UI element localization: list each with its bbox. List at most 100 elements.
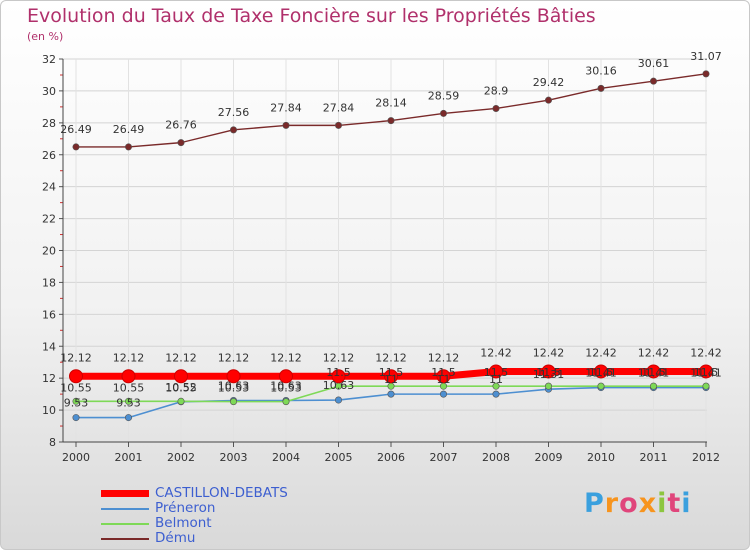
x-tick-label-2004: 2004 (272, 451, 300, 464)
data-label-castillon-debats-2004: 12.12 (270, 351, 302, 364)
point-belmont-2000 (72, 397, 80, 405)
legend-label-castillon-debats: CASTILLON-DEBATS (155, 485, 288, 501)
data-label-belmont-2011: 11.5 (641, 366, 666, 379)
y-tick-label-30: 30 (42, 85, 56, 98)
legend-swatch-castillon-debats (101, 490, 149, 497)
point-castillon-debats-2002 (174, 369, 188, 384)
proxiti-logo: Proxiti (584, 488, 692, 519)
point-belmont-2003 (230, 398, 238, 406)
point-castillon-debats-2012 (699, 364, 713, 379)
data-label-preneron-2007: 11 (437, 373, 451, 386)
point-castillon-debats-2006 (384, 369, 398, 384)
data-label-preneron-2004: 10.63 (270, 380, 302, 393)
point-belmont-2010 (597, 382, 605, 390)
point-demu-2010 (597, 84, 605, 92)
point-belmont-2011 (649, 382, 657, 390)
data-label-demu-2007: 28.59 (428, 89, 460, 102)
point-demu-2001 (125, 143, 133, 151)
point-preneron-2008 (492, 390, 500, 398)
point-castillon-debats-2000 (69, 369, 83, 384)
point-belmont-2012 (702, 382, 710, 390)
x-tick-label-2003: 2003 (220, 451, 248, 464)
x-tick-label-2000: 2000 (62, 451, 90, 464)
data-label-belmont-2012: 11.5 (694, 366, 719, 379)
data-label-castillon-debats-2003: 12.12 (218, 351, 250, 364)
legend-item-belmont: Belmont (101, 516, 288, 531)
data-label-demu-2006: 28.14 (375, 97, 407, 110)
data-label-preneron-2011: 11.41 (638, 367, 670, 380)
point-castillon-debats-2004 (279, 369, 293, 384)
x-tick-label-2010: 2010 (587, 451, 615, 464)
series-layer (69, 70, 713, 422)
y-tick-label-16: 16 (42, 308, 56, 321)
data-label-castillon-debats-2008: 12.42 (480, 346, 512, 359)
legend-label-demu: Dému (155, 530, 196, 546)
point-demu-2000 (72, 143, 80, 151)
point-demu-2005 (334, 121, 342, 129)
legend-swatch-demu (101, 537, 149, 540)
y-tick-label-18: 18 (42, 276, 56, 289)
logo-letter: i (657, 488, 668, 519)
legend-label-belmont: Belmont (155, 515, 212, 531)
point-demu-2011 (649, 77, 657, 85)
point-castillon-debats-2011 (646, 364, 661, 379)
y-tick-label-14: 14 (42, 340, 56, 353)
data-label-castillon-debats-2001: 12.12 (113, 351, 145, 364)
x-tick-label-2012: 2012 (692, 451, 720, 464)
point-preneron-2006 (387, 390, 395, 398)
data-labels: 26.49 26.49 26.76 27.56 27.84 27.84 28.14 28.59… (60, 50, 722, 410)
x-tick-label-2002: 2002 (167, 451, 195, 464)
point-demu-2007 (439, 109, 447, 117)
data-label-castillon-debats-2009: 12.42 (533, 346, 565, 359)
data-label-demu-2001: 26.49 (113, 123, 145, 136)
data-label-belmont-2008: 11.5 (484, 366, 509, 379)
legend-item-preneron: Préneron (101, 501, 288, 516)
point-castillon-debats-2009 (541, 364, 556, 379)
point-belmont-2008 (492, 382, 500, 390)
chart-title: Evolution du Taux de Taxe Foncière sur l… (27, 5, 596, 27)
data-label-preneron-2002: 10.52 (165, 381, 197, 394)
point-demu-2008 (492, 104, 500, 112)
y-tick-label-28: 28 (42, 117, 56, 130)
data-label-preneron-2008: 11 (489, 373, 503, 386)
data-label-preneron-2010: 11.41 (585, 367, 617, 380)
data-label-castillon-debats-2000: 12.12 (60, 351, 92, 364)
x-tick-label-2011: 2011 (640, 451, 668, 464)
point-preneron-2001 (125, 414, 133, 422)
point-castillon-debats-2008 (489, 364, 503, 379)
x-tick-label-2009: 2009 (535, 451, 563, 464)
data-label-preneron-2009: 11.31 (533, 368, 565, 381)
point-demu-2009 (544, 96, 552, 104)
y-tick-label-24: 24 (42, 181, 56, 194)
data-label-castillon-debats-2007: 12.12 (428, 351, 460, 364)
axes: 8 10 12 14 16 18 20 22 24 26 28 30 32 2000 2001 2002 200… (42, 53, 720, 464)
legend-swatch-preneron (101, 507, 149, 510)
point-demu-2003 (230, 126, 238, 134)
data-label-demu-2011: 30.61 (638, 57, 670, 70)
y-tick-label-12: 12 (42, 372, 56, 385)
data-label-demu-2002: 26.76 (165, 119, 197, 132)
y-tick-label-26: 26 (42, 149, 56, 162)
data-label-demu-2010: 30.16 (585, 64, 617, 77)
x-tick-label-2007: 2007 (430, 451, 458, 464)
data-label-demu-2008: 28.9 (484, 84, 509, 97)
point-castillon-debats-2001 (121, 369, 136, 384)
data-label-preneron-2003: 10.63 (218, 380, 250, 393)
point-belmont-2004 (282, 398, 290, 406)
logo-letter: i (681, 488, 692, 519)
data-label-castillon-debats-2010: 12.42 (585, 346, 617, 359)
y-axis-unit-label: (en %) (27, 30, 64, 43)
data-label-castillon-debats-2011: 12.42 (638, 346, 670, 359)
data-label-belmont-2005: 11.5 (326, 366, 351, 379)
legend: CASTILLON-DEBATS Préneron Belmont Dému (101, 486, 288, 546)
data-label-castillon-debats-2006: 12.12 (375, 351, 407, 364)
logo-letter: t (667, 488, 682, 519)
x-tick-label-2006: 2006 (377, 451, 405, 464)
point-demu-2002 (177, 139, 185, 147)
data-label-preneron-2001: 9.53 (116, 397, 141, 410)
data-label-belmont-2010: 11.5 (589, 366, 614, 379)
data-label-preneron-2000: 9.53 (64, 397, 89, 410)
data-label-belmont-2004: 10.53 (270, 382, 302, 395)
legend-swatch-belmont (101, 522, 149, 525)
